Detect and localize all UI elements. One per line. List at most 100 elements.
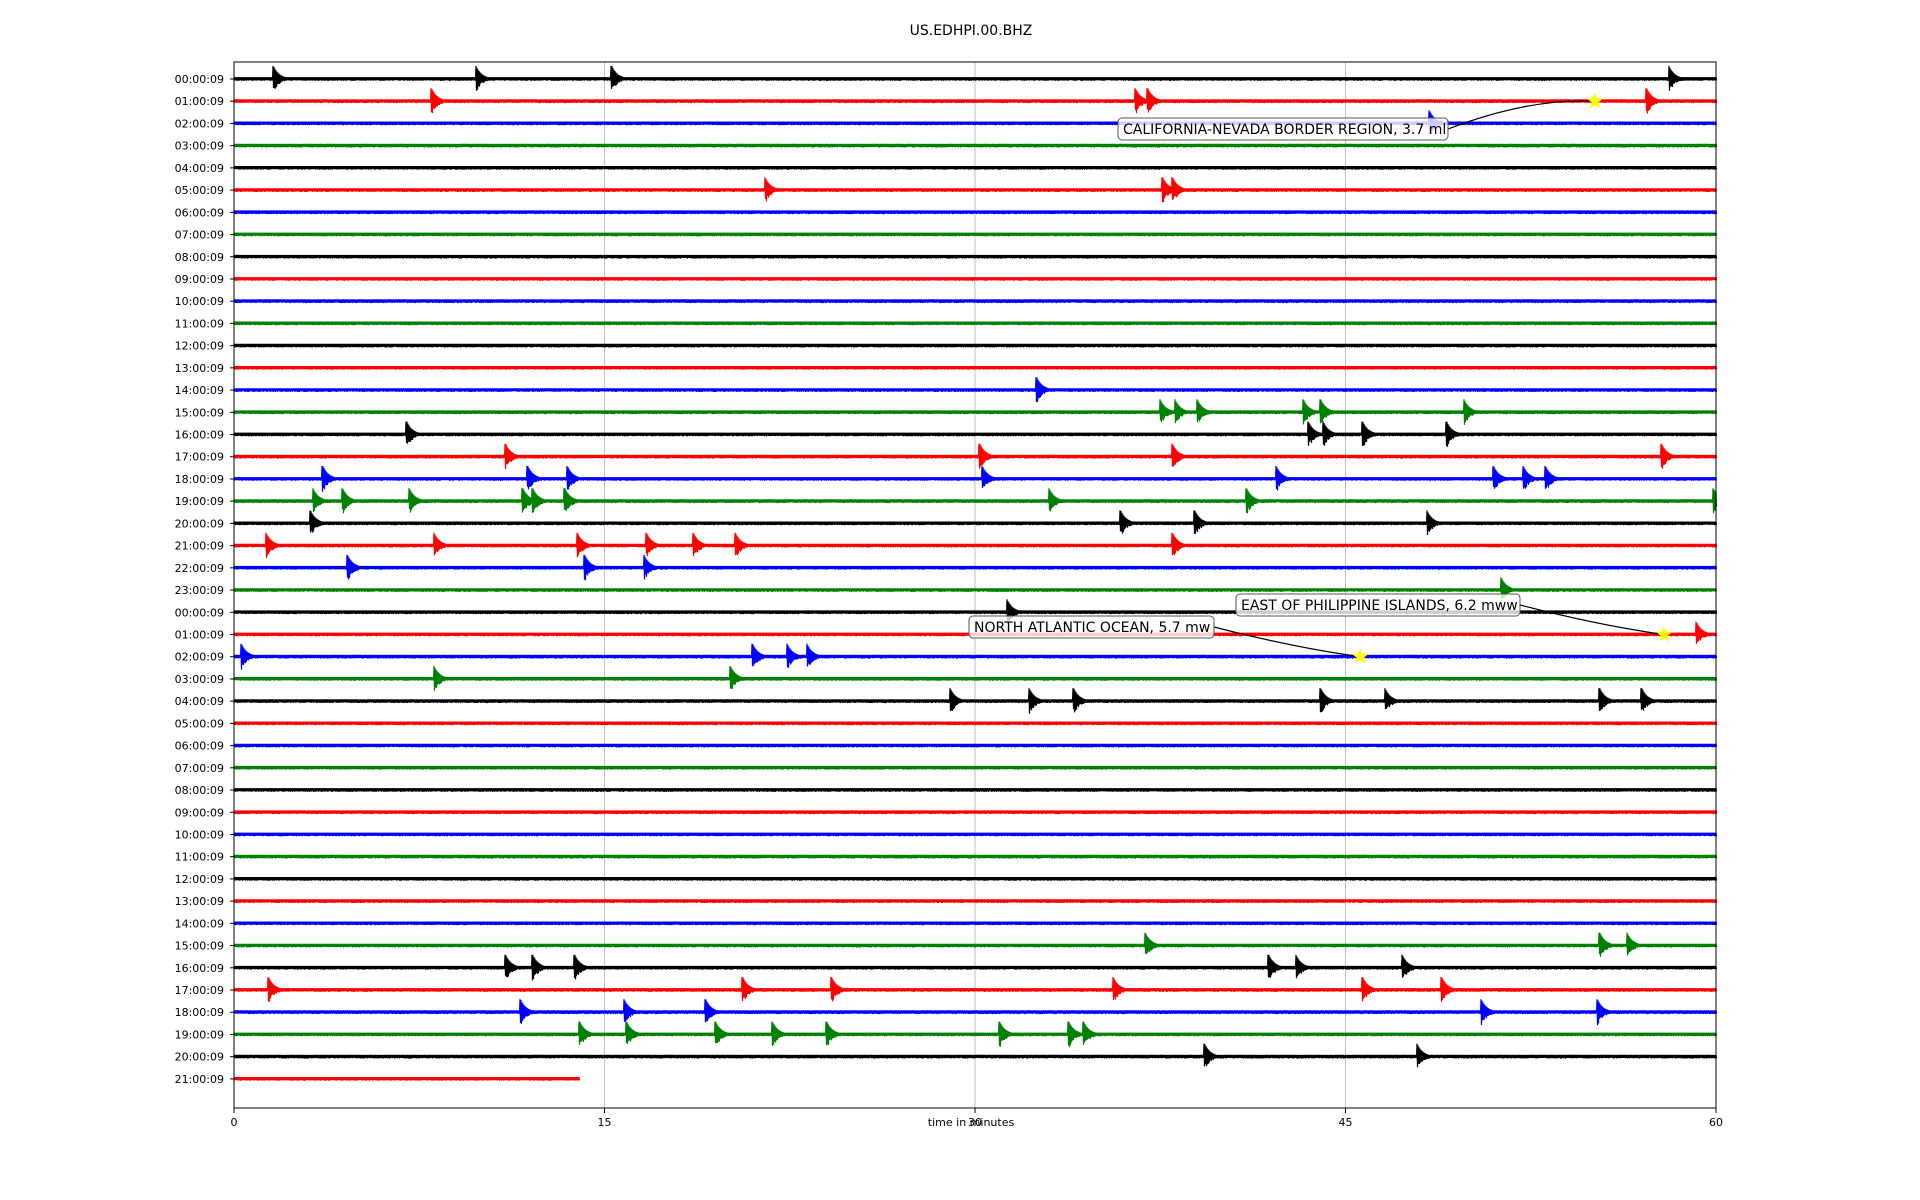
seismic-trace <box>233 210 1718 215</box>
seismic-trace <box>233 876 1718 881</box>
seismic-trace <box>233 343 1718 348</box>
seismic-trace <box>233 1043 1718 1068</box>
annotation-label: NORTH ATLANTIC OCEAN, 5.7 mw <box>974 620 1210 636</box>
seismic-trace <box>233 88 1718 114</box>
row-label: 10:00:09 <box>175 295 224 308</box>
seismic-trace <box>233 421 1718 447</box>
row-label: 20:00:09 <box>175 1051 224 1064</box>
seismic-trace <box>233 510 1718 536</box>
grid-lines <box>604 62 1346 1108</box>
row-label: 02:00:09 <box>175 117 224 130</box>
seismic-trace <box>233 743 1718 748</box>
event-star-marker <box>1586 92 1604 109</box>
event-star-marker <box>1655 625 1673 642</box>
seismic-trace <box>233 143 1718 148</box>
seismic-trace <box>233 643 1718 670</box>
seismic-trace <box>233 999 1718 1026</box>
seismic-trace <box>233 110 1718 135</box>
row-label: 10:00:09 <box>175 828 224 841</box>
row-label: 08:00:09 <box>175 251 224 264</box>
seismic-trace <box>233 954 1718 981</box>
row-label: 03:00:09 <box>175 140 224 153</box>
seismic-trace <box>233 854 1718 859</box>
x-tick-label: 30 <box>968 1116 982 1129</box>
x-tick-label: 60 <box>1709 1116 1723 1129</box>
row-label: 11:00:09 <box>175 851 224 864</box>
chart-title: US.EDHPI.00.BHZ <box>910 23 1033 39</box>
seismic-trace <box>233 721 1718 726</box>
row-label: 19:00:09 <box>175 495 224 508</box>
annotation-label: EAST OF PHILIPPINE ISLANDS, 6.2 mww <box>1241 598 1518 614</box>
seismic-trace <box>233 488 1718 514</box>
row-label: 00:00:09 <box>175 606 224 619</box>
row-label: 13:00:09 <box>175 362 224 375</box>
row-label: 06:00:09 <box>175 740 224 753</box>
annotation-box <box>1117 117 1449 141</box>
seismic-trace <box>233 399 1718 425</box>
seismic-trace <box>233 577 1718 600</box>
row-labels: 00:00:09 01:00:09 02:00:09 03:00:09 04:00:09… <box>175 73 234 1086</box>
row-label: 15:00:09 <box>175 940 224 953</box>
row-label: 18:00:09 <box>175 1006 224 1019</box>
row-label: 09:00:09 <box>175 806 224 819</box>
seismic-trace <box>233 832 1718 837</box>
annotation-box <box>1235 593 1521 617</box>
seismic-trace <box>233 1076 581 1081</box>
row-label: 04:00:09 <box>175 162 224 175</box>
seismic-trace <box>233 899 1718 903</box>
x-axis-label: time in minutes <box>928 1116 1015 1129</box>
row-label: 14:00:09 <box>175 384 224 397</box>
x-tick-label: 0 <box>231 1116 238 1129</box>
seismic-trace <box>233 377 1718 403</box>
event-star-marker <box>1352 647 1369 664</box>
seismic-trace <box>233 465 1718 492</box>
row-label: 02:00:09 <box>175 651 224 664</box>
row-label: 13:00:09 <box>175 895 224 908</box>
row-label: 16:00:09 <box>175 962 224 975</box>
row-label: 01:00:09 <box>175 629 224 642</box>
seismic-trace <box>233 299 1718 304</box>
seismic-trace <box>233 177 1718 203</box>
row-label: 19:00:09 <box>175 1028 224 1041</box>
row-label: 20:00:09 <box>175 517 224 530</box>
x-tick-label: 15 <box>598 1116 612 1129</box>
row-label: 21:00:09 <box>175 1073 224 1086</box>
x-axis: 0 15 30 45 60 <box>231 61 1723 1129</box>
row-label: 06:00:09 <box>175 206 224 219</box>
annotation-arrow <box>1519 604 1665 636</box>
seismic-trace <box>233 765 1718 770</box>
row-label: 15:00:09 <box>175 406 224 419</box>
row-label: 11:00:09 <box>175 317 224 330</box>
row-label: 14:00:09 <box>175 917 224 930</box>
annotation-arrow <box>1213 626 1361 658</box>
row-label: 17:00:09 <box>175 984 224 997</box>
row-label: 17:00:09 <box>175 451 224 464</box>
row-label: 12:00:09 <box>175 340 224 353</box>
row-label: 21:00:09 <box>175 540 224 553</box>
annotation-box <box>968 615 1215 639</box>
seismic-trace <box>233 65 1718 91</box>
row-label: 12:00:09 <box>175 873 224 886</box>
annotation-arrow <box>1447 100 1595 130</box>
row-label: 09:00:09 <box>175 273 224 286</box>
row-label: 04:00:09 <box>175 695 224 708</box>
x-tick-label: 45 <box>1339 1116 1353 1129</box>
annotation-label: CALIFORNIA-NEVADA BORDER REGION, 3.7 ml <box>1123 122 1446 138</box>
row-label: 07:00:09 <box>175 762 224 775</box>
seismic-trace <box>233 232 1718 237</box>
row-label: 00:00:09 <box>175 73 224 86</box>
row-label: 07:00:09 <box>175 229 224 242</box>
row-label: 05:00:09 <box>175 184 224 197</box>
seismic-trace <box>233 1021 1718 1048</box>
seismic-trace <box>233 365 1718 370</box>
seismic-trace <box>233 932 1718 957</box>
seismic-trace <box>233 532 1718 559</box>
seismic-trace <box>233 443 1718 470</box>
row-label: 22:00:09 <box>175 562 224 575</box>
seismic-trace <box>233 165 1718 170</box>
row-label: 23:00:09 <box>175 584 224 597</box>
row-label: 01:00:09 <box>175 95 224 108</box>
seismic-trace <box>233 277 1718 281</box>
